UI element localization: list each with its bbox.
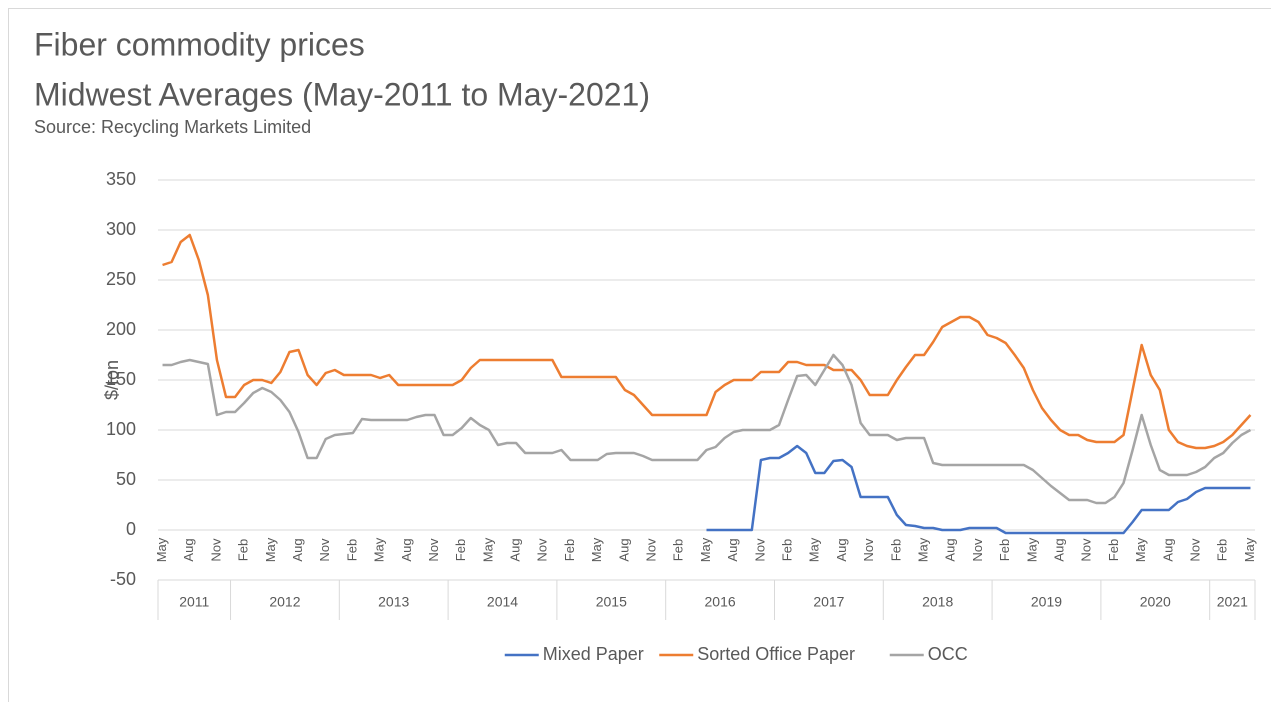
- x-tick-label: Nov: [644, 538, 659, 562]
- x-tick-label: May: [1133, 537, 1148, 562]
- y-tick-label: 300: [106, 219, 136, 239]
- chart-title: Fiber commodity prices: [34, 26, 365, 62]
- legend-label: Mixed Paper: [543, 644, 644, 664]
- x-tick-label: May: [916, 537, 931, 562]
- year-label: 2020: [1140, 594, 1171, 610]
- y-tick-label: 0: [126, 519, 136, 539]
- legend-label: Sorted Office Paper: [697, 644, 855, 664]
- x-tick-label: May: [154, 537, 169, 562]
- x-tick-label: Feb: [671, 539, 686, 561]
- x-tick-label: May: [589, 537, 604, 562]
- y-tick-label: -50: [110, 569, 136, 589]
- series-line: [163, 355, 1251, 503]
- x-tick-label: May: [1242, 537, 1257, 562]
- x-tick-label: Feb: [344, 539, 359, 561]
- series-line: [707, 446, 1251, 533]
- year-label: 2012: [269, 594, 300, 610]
- year-label: 2016: [705, 594, 736, 610]
- year-label: 2021: [1217, 594, 1248, 610]
- x-tick-label: May: [263, 537, 278, 562]
- x-tick-label: Feb: [780, 539, 795, 561]
- x-tick-label: Feb: [1215, 539, 1230, 561]
- x-tick-label: Nov: [861, 538, 876, 562]
- legend-label: OCC: [928, 644, 968, 664]
- year-label: 2017: [813, 594, 844, 610]
- x-tick-label: Nov: [1188, 538, 1203, 562]
- year-label: 2015: [596, 594, 627, 610]
- x-tick-label: May: [807, 537, 822, 562]
- x-tick-label: Nov: [426, 538, 441, 562]
- x-tick-label: Feb: [562, 539, 577, 561]
- x-tick-label: Aug: [1052, 538, 1067, 561]
- chart-subtitle: Midwest Averages (May-2011 to May-2021): [34, 76, 650, 112]
- x-tick-label: May: [480, 537, 495, 562]
- x-tick-label: Aug: [399, 538, 414, 561]
- x-tick-label: Feb: [997, 539, 1012, 561]
- x-tick-label: Aug: [725, 538, 740, 561]
- year-label: 2018: [922, 594, 953, 610]
- x-tick-label: May: [698, 537, 713, 562]
- x-tick-label: Aug: [290, 538, 305, 561]
- x-tick-label: Nov: [752, 538, 767, 562]
- x-tick-label: Nov: [317, 538, 332, 562]
- y-tick-label: 100: [106, 419, 136, 439]
- y-tick-label: 150: [106, 369, 136, 389]
- y-tick-label: 50: [116, 469, 136, 489]
- chart-source: Source: Recycling Markets Limited: [34, 117, 311, 137]
- year-label: 2011: [179, 594, 209, 610]
- y-tick-label: 250: [106, 269, 136, 289]
- y-tick-label: 200: [106, 319, 136, 339]
- x-tick-label: Nov: [970, 538, 985, 562]
- x-tick-label: May: [1024, 537, 1039, 562]
- x-tick-label: Nov: [535, 538, 550, 562]
- x-tick-label: Aug: [1160, 538, 1175, 561]
- x-tick-label: Aug: [181, 538, 196, 561]
- year-label: 2014: [487, 594, 518, 610]
- x-tick-label: Aug: [834, 538, 849, 561]
- x-tick-label: Feb: [236, 539, 251, 561]
- y-tick-label: 350: [106, 169, 136, 189]
- x-tick-label: Nov: [208, 538, 223, 562]
- year-label: 2019: [1031, 594, 1062, 610]
- x-tick-label: Aug: [943, 538, 958, 561]
- x-tick-label: Feb: [888, 539, 903, 561]
- x-tick-label: Feb: [453, 539, 468, 561]
- x-tick-label: Feb: [1106, 539, 1121, 561]
- x-tick-label: Nov: [1079, 538, 1094, 562]
- x-tick-label: May: [372, 537, 387, 562]
- year-label: 2013: [378, 594, 409, 610]
- x-tick-label: Aug: [508, 538, 523, 561]
- series-line: [163, 235, 1251, 448]
- x-tick-label: Aug: [616, 538, 631, 561]
